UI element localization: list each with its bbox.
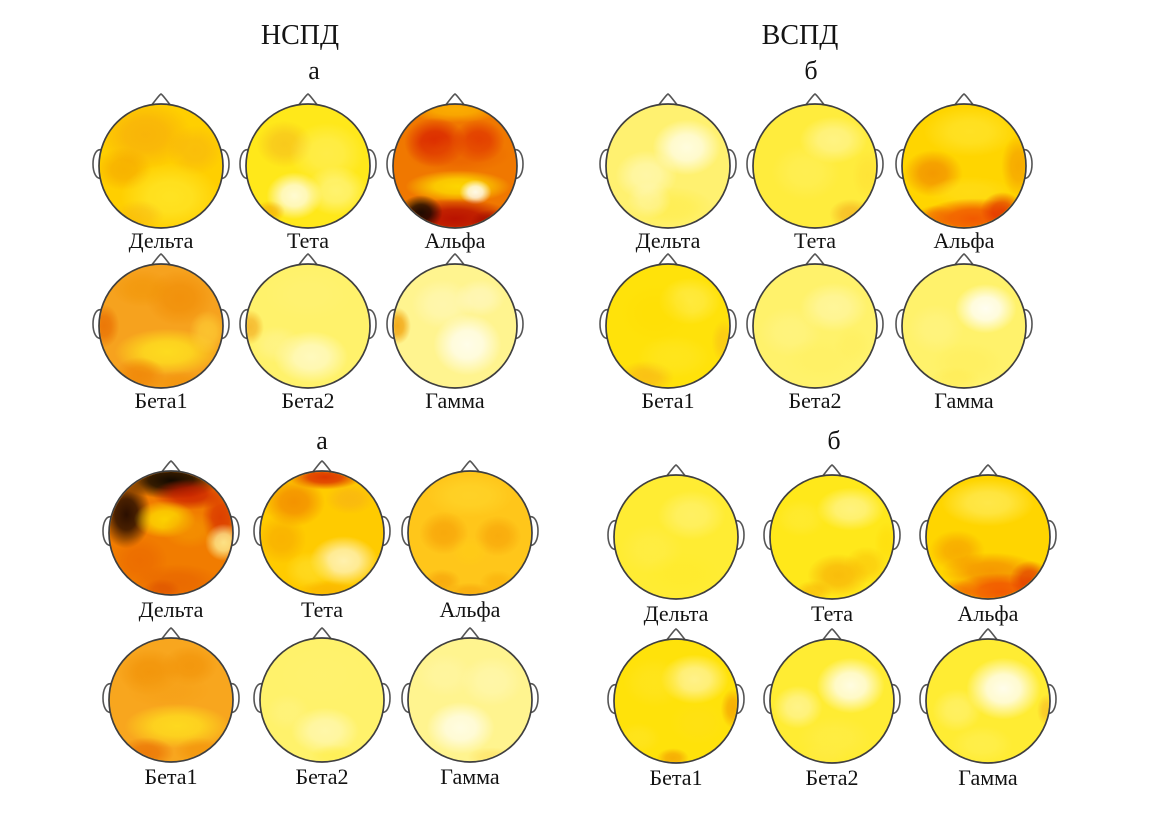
topomap-head-nspd-a-4 [92,253,230,389]
topomap-head-vspd-b-3 [895,93,1033,229]
band-label-vspd-b-4: Бета1 [641,388,695,413]
band-label-lower-a-3: Альфа [439,597,501,622]
topomap-head-vspd-b-4 [599,253,737,389]
band-label-vspd-b-5: Бета2 [788,388,842,413]
topomap-head-nspd-a-3 [386,93,524,229]
topomap-head-lower-b-6 [919,628,1057,764]
topomap-head-vspd-b-1 [599,93,737,229]
band-label-nspd-a-3: Альфа [424,228,486,253]
topomap-head-nspd-a-5 [239,253,377,389]
topomap-head-lower-b-1 [607,464,745,600]
band-label-lower-a-2: Тета [300,597,343,622]
condition-label-top-right: б [804,56,818,85]
band-label-nspd-a-4: Бета1 [134,388,188,413]
band-label-nspd-a-5: Бета2 [281,388,335,413]
condition-label-top-left: а [308,56,320,85]
group-title-nspd: НСПД [260,20,340,51]
band-label-lower-b-1: Дельта [643,601,709,626]
band-label-lower-a-1: Дельта [138,597,204,622]
band-label-lower-a-6: Гамма [440,764,500,789]
topomap-head-lower-a-2 [253,460,391,596]
topomap-head-vspd-b-6 [895,253,1033,389]
band-label-nspd-a-6: Гамма [425,388,485,413]
topomap-head-lower-b-2 [763,464,901,600]
band-label-vspd-b-6: Гамма [934,388,994,413]
band-label-lower-b-3: Альфа [957,601,1019,626]
band-label-vspd-b-1: Дельта [635,228,701,253]
topomap-head-nspd-a-1 [92,93,230,229]
band-label-lower-a-4: Бета1 [144,764,198,789]
topomap-head-vspd-b-2 [746,93,884,229]
band-label-lower-b-5: Бета2 [805,765,859,790]
topomap-head-lower-b-4 [607,628,745,764]
band-label-nspd-a-2: Тета [286,228,329,253]
topomap-head-nspd-a-6 [386,253,524,389]
band-label-lower-b-4: Бета1 [649,765,703,790]
band-label-vspd-b-3: Альфа [933,228,995,253]
band-label-vspd-b-2: Тета [793,228,836,253]
topomap-head-lower-a-4 [102,627,240,763]
condition-label-bottom-left: а [316,426,328,455]
topomap-head-vspd-b-5 [746,253,884,389]
topomap-head-lower-a-1 [102,460,240,596]
topomap-head-lower-a-3 [401,460,539,596]
band-label-lower-b-2: Тета [810,601,853,626]
topomap-head-lower-b-5 [763,628,901,764]
topomap-head-lower-b-3 [919,464,1057,600]
topomap-head-lower-a-5 [253,627,391,763]
band-label-nspd-a-1: Дельта [128,228,194,253]
topomap-head-lower-a-6 [401,627,539,763]
topomap-head-nspd-a-2 [239,93,377,229]
group-title-vspd: ВСПД [761,20,839,51]
band-label-lower-a-5: Бета2 [295,764,349,789]
condition-label-bottom-right: б [827,426,841,455]
band-label-lower-b-6: Гамма [958,765,1018,790]
